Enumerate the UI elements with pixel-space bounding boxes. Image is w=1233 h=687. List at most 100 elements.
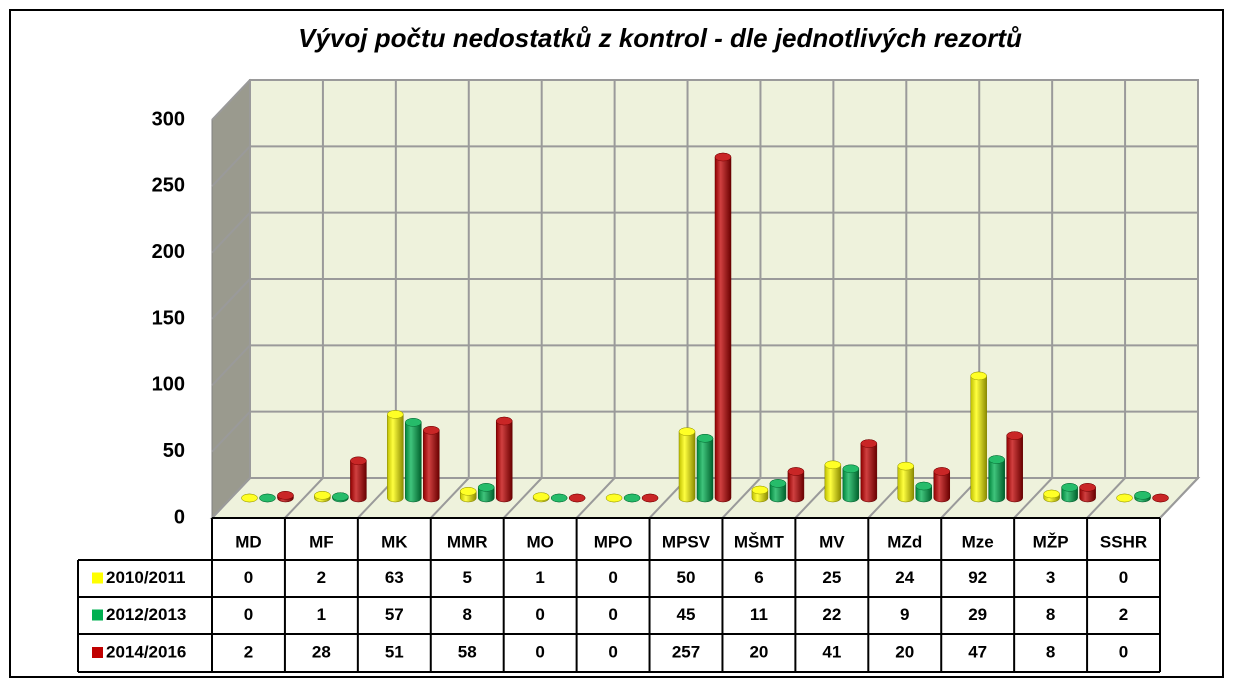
- bar-top: [277, 491, 294, 500]
- table-value: 0: [1119, 568, 1128, 587]
- grid-line: [211, 278, 251, 320]
- x-tick-label: MD: [235, 532, 261, 551]
- bar-top: [459, 487, 477, 496]
- floor-line: [721, 477, 762, 519]
- table-value: 5: [462, 568, 471, 587]
- table-value: 2: [244, 642, 253, 661]
- bar-top: [605, 493, 623, 503]
- bar-top: [405, 418, 422, 427]
- x-tick-label: MŽP: [1033, 532, 1069, 551]
- bar-top: [1116, 493, 1133, 503]
- bar-top: [1061, 483, 1078, 492]
- bar-top: [332, 492, 349, 501]
- table-value: 3: [1046, 568, 1055, 587]
- table-value: 1: [317, 605, 326, 624]
- bar-top: [641, 493, 659, 503]
- bar-top: [241, 493, 258, 503]
- bar-top: [824, 460, 842, 470]
- table-value: 0: [1119, 642, 1128, 661]
- bar: [387, 410, 404, 503]
- table-value: 6: [754, 568, 763, 587]
- floor-line: [575, 477, 616, 519]
- bar-top: [314, 491, 331, 500]
- bar-top: [696, 434, 714, 443]
- y-tick-label: 100: [152, 374, 185, 396]
- bar-top: [842, 464, 860, 474]
- floor-line: [502, 477, 543, 519]
- grid-line: [211, 410, 251, 453]
- y-tick-label: 150: [152, 307, 185, 329]
- table-value: 20: [895, 642, 914, 661]
- table-value: 8: [1046, 642, 1055, 661]
- bar: [405, 418, 422, 503]
- bar-top: [550, 493, 568, 503]
- x-tick-label: MK: [381, 532, 408, 551]
- x-tick-label: MV: [819, 532, 845, 551]
- bar-top: [259, 493, 276, 503]
- legend-label: 2012/2013: [106, 605, 186, 624]
- bar-top: [1006, 431, 1023, 440]
- grid-line: [211, 145, 251, 188]
- table-value: 8: [1046, 605, 1055, 624]
- table-value: 28: [312, 642, 331, 661]
- bar-top: [897, 461, 915, 471]
- x-tick-label: MPO: [594, 532, 633, 551]
- bar: [1006, 431, 1023, 503]
- table-value: 0: [535, 605, 544, 624]
- floor-line: [1013, 477, 1053, 519]
- x-tick-label: MPSV: [662, 532, 711, 551]
- x-tick-label: SSHR: [1100, 532, 1147, 551]
- table-value: 9: [900, 605, 909, 624]
- table-value: 0: [608, 568, 617, 587]
- bar: [678, 427, 696, 503]
- bar-top: [769, 479, 787, 488]
- y-tick-label: 250: [152, 175, 185, 197]
- bar-top: [1152, 493, 1169, 503]
- bar-top: [623, 493, 641, 503]
- x-tick-label: MMR: [447, 532, 488, 551]
- floor-line: [211, 477, 251, 519]
- x-tick-label: MF: [309, 532, 334, 551]
- table-value: 25: [822, 568, 841, 587]
- x-tick-label: MZd: [887, 532, 922, 551]
- grid-line: [211, 79, 251, 121]
- bar-top: [495, 416, 513, 426]
- table-value: 92: [968, 568, 987, 587]
- table-value: 24: [895, 568, 914, 587]
- bar-top: [532, 492, 550, 501]
- bar-top: [714, 152, 732, 162]
- table-value: 0: [244, 605, 253, 624]
- table-value: 29: [968, 605, 987, 624]
- bar-top: [350, 456, 367, 466]
- table-value: 50: [677, 568, 696, 587]
- bar-top: [860, 439, 878, 448]
- y-tick-label: 200: [152, 241, 185, 263]
- bar: [696, 434, 714, 503]
- legend-label: 2014/2016: [106, 642, 186, 661]
- floor-line: [284, 477, 324, 519]
- y-tick-label: 300: [152, 108, 185, 130]
- table-value: 47: [968, 642, 987, 661]
- legend-label: 2010/2011: [106, 568, 185, 587]
- y-tick-label: 0: [174, 506, 185, 528]
- table-value: 2: [317, 568, 326, 587]
- grid-line: [211, 344, 251, 387]
- table-value: 57: [385, 605, 404, 624]
- table-value: 58: [458, 642, 477, 661]
- table-value: 1: [535, 568, 544, 587]
- bar-top: [1043, 489, 1060, 499]
- x-tick-label: MO: [526, 532, 553, 551]
- bar-top: [477, 483, 495, 492]
- bar-top: [751, 485, 769, 495]
- table-value: 20: [749, 642, 768, 661]
- table-value: 63: [385, 568, 404, 587]
- table-value: 51: [385, 642, 404, 661]
- x-tick-label: MŠMT: [734, 532, 785, 551]
- table-value: 0: [535, 642, 544, 661]
- chart-title: Vývoj počtu nedostatků z kontrol - dle j…: [298, 23, 1022, 53]
- table-value: 8: [462, 605, 471, 624]
- legend-key: [92, 647, 103, 658]
- legend-key: [92, 609, 103, 621]
- legend-key: [92, 572, 103, 584]
